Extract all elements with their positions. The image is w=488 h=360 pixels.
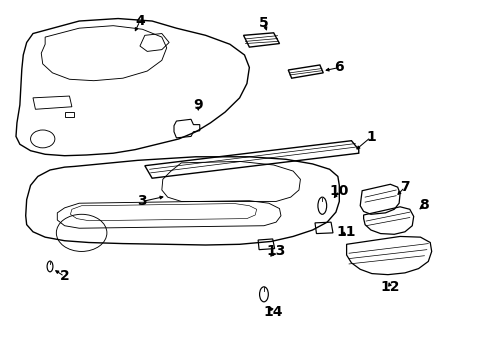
Text: 7: 7 [399,180,409,194]
Text: 3: 3 [137,194,147,208]
Text: 10: 10 [329,184,348,198]
Text: 2: 2 [60,269,69,283]
Text: 12: 12 [380,280,399,294]
Text: 14: 14 [264,305,283,319]
Text: 11: 11 [336,225,356,239]
Text: 13: 13 [266,244,285,258]
Text: 9: 9 [193,98,203,112]
Text: 6: 6 [334,60,344,75]
Text: 8: 8 [419,198,428,212]
Text: 4: 4 [135,14,144,28]
Text: 1: 1 [366,130,375,144]
Text: 5: 5 [259,16,268,30]
